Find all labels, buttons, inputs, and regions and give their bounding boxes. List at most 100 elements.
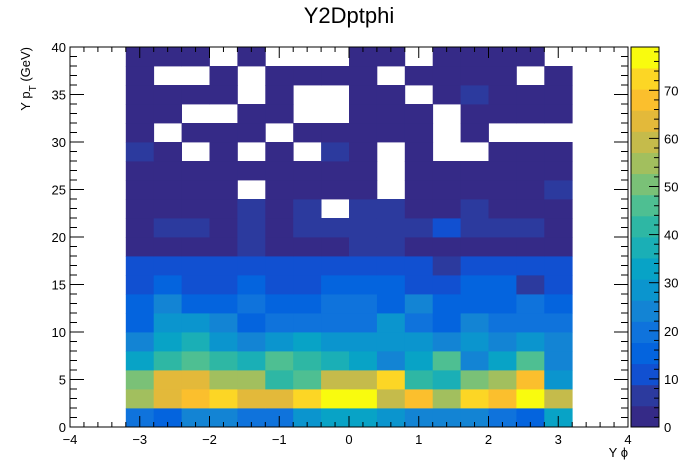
heatmap-cell (321, 294, 350, 314)
heatmap-cell (209, 142, 238, 162)
y-tick-label: 40 (52, 40, 66, 55)
y-tick-label: 5 (59, 373, 66, 388)
heatmap-cell (125, 313, 155, 333)
y-axis: 0 5 10 15 20 25 30 35 40 (52, 40, 628, 435)
heatmap-cell (349, 256, 378, 276)
heatmap-cell (432, 332, 461, 352)
heatmap-cell (460, 237, 489, 257)
heatmap-cell (516, 142, 545, 162)
heatmap-cell (153, 85, 182, 105)
heatmap-cell (237, 104, 266, 124)
heatmap-cell (349, 66, 378, 86)
heatmap-cell (460, 104, 489, 124)
y-tick-label: 0 (59, 420, 66, 435)
heatmap-cell (460, 199, 489, 219)
heatmap-cell (376, 408, 406, 428)
heatmap-cell (432, 351, 461, 371)
heatmap-cell (209, 218, 238, 238)
heatmap-cell (293, 313, 322, 333)
heatmap-cell (265, 237, 294, 257)
heatmap-cell (153, 161, 182, 181)
heatmap-cell (376, 313, 406, 333)
heatmap-cell (265, 351, 294, 371)
heatmap-cell (349, 408, 378, 428)
heatmap-cell (404, 237, 434, 257)
heatmap-cell (153, 389, 182, 409)
heatmap-cell (125, 351, 155, 371)
heatmap-cell (544, 389, 573, 409)
heatmap-cell (404, 351, 434, 371)
heatmap-cell (349, 313, 378, 333)
heatmap-cell (181, 161, 210, 181)
heatmap-cell (516, 199, 545, 219)
colorbar-segment (631, 258, 659, 280)
heatmap-cell (488, 313, 517, 333)
heatmap-cell (125, 237, 155, 257)
x-tick-label: 3 (555, 432, 562, 447)
x-tick-label: −3 (132, 432, 147, 447)
heatmap-cell (153, 332, 182, 352)
y-tick-label: 20 (52, 230, 66, 245)
heatmap-cell (488, 332, 517, 352)
heatmap-cell (237, 237, 266, 257)
heatmap-cell (488, 351, 517, 371)
heatmap-cell (181, 332, 210, 352)
heatmap-cell (265, 85, 294, 105)
heatmap-cell (516, 85, 545, 105)
heatmap-cell (125, 256, 155, 276)
heatmap-cell (544, 275, 573, 295)
colorbar-segment (631, 405, 659, 428)
heatmap-cell (460, 256, 489, 276)
heatmap-cell (544, 104, 573, 124)
heatmap-cell (209, 199, 238, 219)
heatmap-cell (293, 256, 322, 276)
heatmap-cell (265, 332, 294, 352)
heatmap-cell (321, 142, 350, 162)
heatmap-cell (153, 237, 182, 257)
heatmap-cell (376, 199, 406, 219)
heatmap-cell (181, 294, 210, 314)
heatmap-cell (432, 66, 461, 86)
heatmap-cell (265, 104, 294, 124)
heatmap-cell (125, 332, 155, 352)
heatmap-cell (404, 66, 434, 86)
heatmap-cell (460, 123, 489, 143)
colorbar-segment (631, 363, 659, 386)
colorbar-tick-label: 30 (664, 276, 678, 291)
colorbar-tick-label: 40 (664, 228, 678, 243)
heatmap-cell (404, 389, 434, 409)
heatmap-cell (321, 370, 350, 390)
colorbar-frame (630, 46, 660, 428)
heatmap-cell (209, 85, 238, 105)
heatmap-cell (349, 294, 378, 314)
heatmap-cell (237, 161, 266, 181)
y-tick-label: 35 (52, 88, 66, 103)
colorbar-tick-label: 60 (664, 131, 678, 146)
heatmap-cell (404, 370, 434, 390)
heatmap-cell (209, 294, 238, 314)
heatmap-cell (516, 294, 545, 314)
y-tick-label: 15 (52, 278, 66, 293)
heatmap-cell (488, 294, 517, 314)
heatmap-cell (544, 180, 573, 200)
heatmap-cell (209, 332, 238, 352)
heatmap-cell (404, 142, 434, 162)
heatmap-cell (349, 123, 378, 143)
heatmap-cell (516, 351, 545, 371)
heatmap-cell (516, 370, 545, 390)
y-tick-label: 10 (52, 325, 66, 340)
heatmap-cell (153, 104, 182, 124)
heatmap-cell (404, 104, 434, 124)
colorbar-segment (631, 89, 659, 111)
colorbar: 0 10 20 30 40 50 60 70 (630, 46, 678, 435)
heatmap-cell (432, 275, 461, 295)
heatmap-cell (153, 294, 182, 314)
heatmap-cell (237, 218, 266, 238)
heatmap-cell (181, 237, 210, 257)
heatmap-cell (488, 142, 517, 162)
heatmap-cell (404, 161, 434, 181)
x-axis-label: Y ϕ (609, 445, 628, 460)
heatmap-cell (488, 237, 517, 257)
heatmap-cell (544, 199, 573, 219)
heatmap-cell (125, 85, 155, 105)
